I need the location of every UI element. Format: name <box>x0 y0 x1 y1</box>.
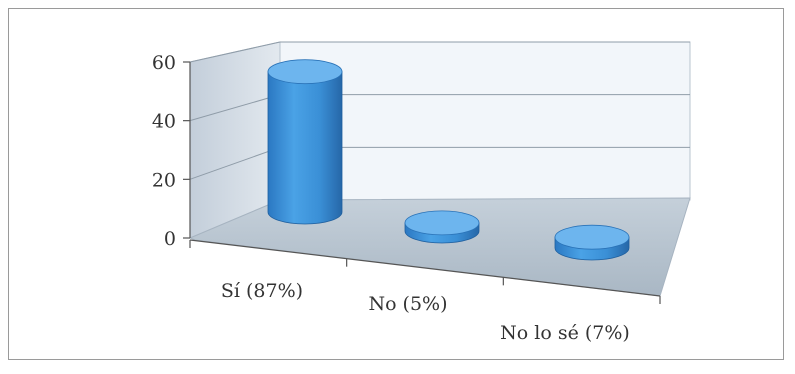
gridline-side <box>189 146 281 180</box>
x-category-label: No (5%) <box>368 293 447 315</box>
gridline-side <box>189 94 281 122</box>
x-category-label: Sí (87%) <box>221 280 303 302</box>
gridline-side <box>189 41 281 63</box>
y-tick-label: 0 <box>164 228 176 250</box>
y-tick-label: 60 <box>152 52 176 74</box>
bar-cylinder-top <box>404 210 480 236</box>
y-tick-label: 40 <box>152 111 176 133</box>
bar-cylinder-top <box>267 59 343 85</box>
x-axis <box>189 239 661 297</box>
y-tick-label: 20 <box>152 169 176 191</box>
bar-cylinder-top <box>554 224 630 250</box>
x-category-label: No lo sé (7%) <box>500 322 630 344</box>
bar-cylinder-body <box>267 71 343 225</box>
